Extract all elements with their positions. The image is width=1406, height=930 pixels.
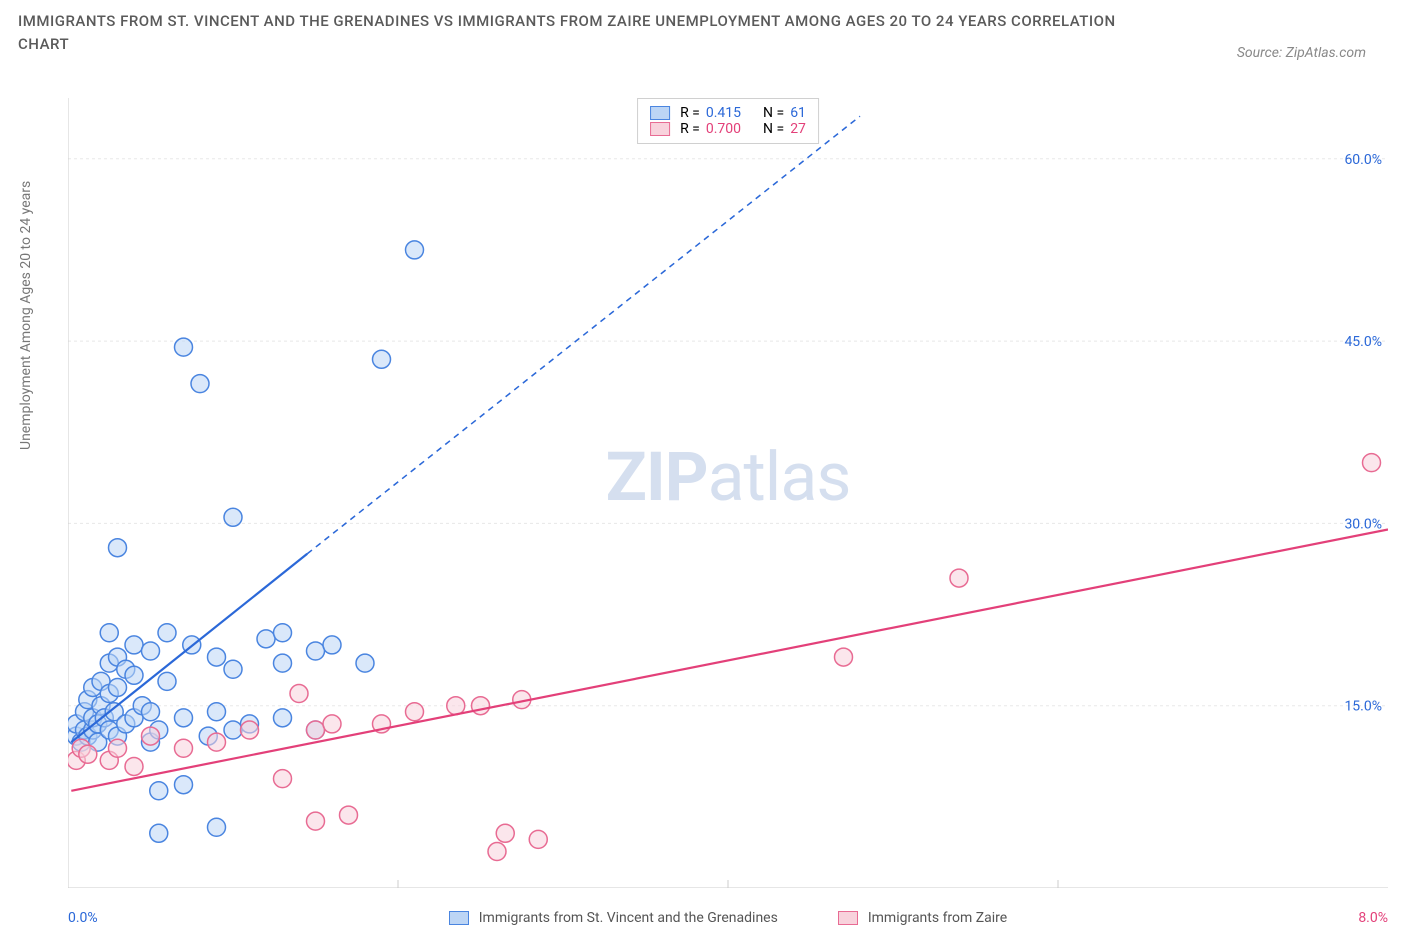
n-value-series2: 27	[790, 121, 806, 137]
swatch-series2-bottom	[838, 911, 858, 925]
n-label: N =	[763, 121, 784, 137]
svg-text:45.0%: 45.0%	[1344, 334, 1382, 350]
r-value-series1: 0.415	[706, 105, 741, 121]
swatch-series1-bottom	[449, 911, 469, 925]
legend-stats-series1: R = 0.415 N = 61	[650, 105, 806, 121]
chart-title: IMMIGRANTS FROM ST. VINCENT AND THE GREN…	[18, 10, 1118, 55]
r-value-series2: 0.700	[706, 121, 741, 137]
legend-label-series1: Immigrants from St. Vincent and the Gren…	[479, 910, 778, 926]
r-label: R =	[680, 121, 700, 137]
legend-stats: R = 0.415 N = 61 R = 0.700 N = 27	[637, 98, 819, 144]
swatch-series1	[650, 106, 670, 120]
r-label: R =	[680, 105, 700, 121]
legend-item-series2: Immigrants from Zaire	[838, 910, 1007, 926]
source-attribution: Source: ZipAtlas.com	[1237, 45, 1366, 61]
svg-text:30.0%: 30.0%	[1344, 516, 1382, 532]
swatch-series2	[650, 122, 670, 136]
legend-stats-series2: R = 0.700 N = 27	[650, 121, 806, 137]
legend-item-series1: Immigrants from St. Vincent and the Gren…	[449, 910, 778, 926]
svg-text:60.0%: 60.0%	[1344, 152, 1382, 168]
scatter-plot: 15.0% 30.0% 45.0% 60.0%	[68, 98, 1388, 888]
n-value-series1: 61	[790, 105, 806, 121]
svg-text:15.0%: 15.0%	[1344, 699, 1382, 715]
n-label: N =	[763, 105, 784, 121]
chart-area: ZIPatlas 15.0%30.0%45.0%60.0% R = 0.415 …	[68, 98, 1388, 888]
legend-series: Immigrants from St. Vincent and the Gren…	[68, 910, 1388, 926]
y-axis-label: Unemployment Among Ages 20 to 24 years	[18, 181, 34, 450]
legend-label-series2: Immigrants from Zaire	[868, 910, 1007, 926]
